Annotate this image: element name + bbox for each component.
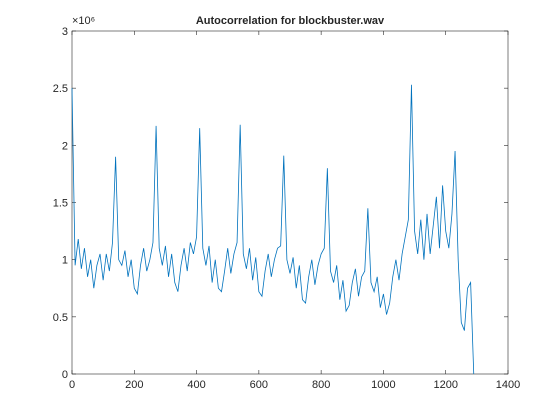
y-tick-label: 0.5 <box>53 312 68 324</box>
y-tick-label: 2 <box>62 140 68 152</box>
x-tick-label: 400 <box>187 379 205 391</box>
x-tick-label: 800 <box>312 379 330 391</box>
x-tick-label: 1200 <box>433 379 457 391</box>
y-tick-label: 1 <box>62 255 68 267</box>
chart-title: Autocorrelation for blockbuster.wav <box>196 15 385 27</box>
x-tick-label: 1000 <box>371 379 395 391</box>
y-tick-label: 0 <box>62 369 68 381</box>
x-tick-label: 600 <box>250 379 268 391</box>
x-tick-label: 200 <box>125 379 143 391</box>
x-tick-label: 1400 <box>496 379 520 391</box>
y-tick-label: 1.5 <box>53 198 68 210</box>
data-line <box>71 84 475 375</box>
x-tick-label: 0 <box>69 379 75 391</box>
y-exponent: ×10⁶ <box>72 15 95 27</box>
y-tick-label: 3 <box>62 26 68 38</box>
y-tick-label: 2.5 <box>53 83 68 95</box>
axes-box <box>71 30 509 375</box>
